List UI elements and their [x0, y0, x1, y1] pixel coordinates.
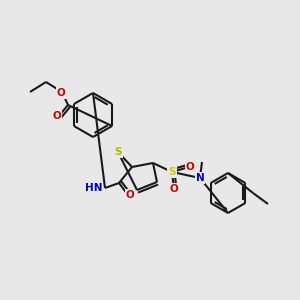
Text: S: S [114, 147, 122, 157]
Text: S: S [168, 167, 176, 177]
Text: O: O [186, 162, 194, 172]
Text: N: N [196, 173, 204, 183]
Text: O: O [52, 111, 62, 121]
Text: O: O [126, 190, 134, 200]
Text: HN: HN [85, 183, 102, 193]
Text: O: O [169, 184, 178, 194]
Text: O: O [57, 88, 65, 98]
